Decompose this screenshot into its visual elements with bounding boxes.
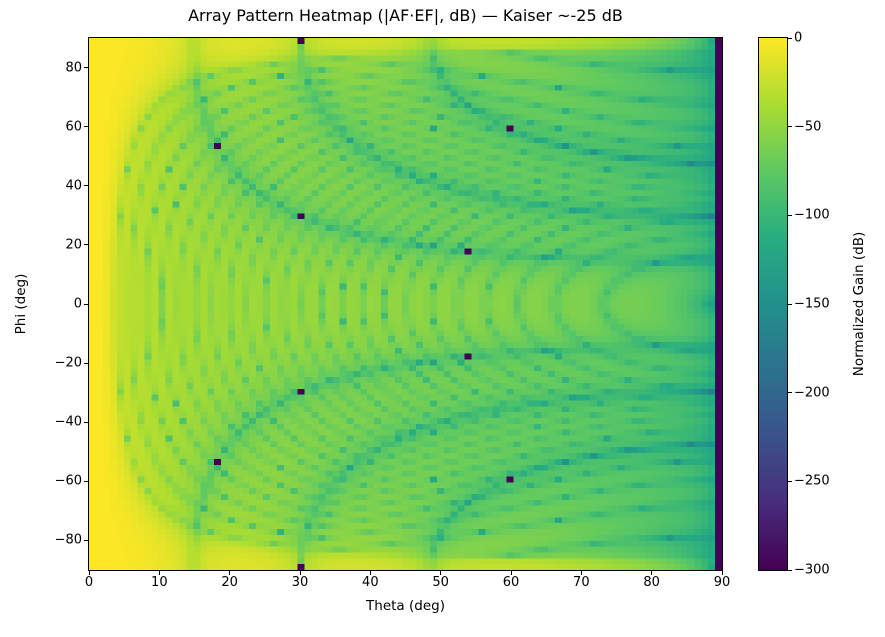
y-tick-mark--20	[84, 362, 88, 364]
y-axis-label: Phi (deg)	[13, 273, 29, 335]
y-tick-mark-80	[84, 67, 88, 69]
colorbar-canvas	[759, 38, 787, 570]
colorbar-tick-label--300: −300	[794, 562, 830, 578]
y-tick-mark--40	[84, 421, 88, 423]
heatmap-canvas	[89, 38, 722, 570]
x-tick-label-70: 70	[573, 575, 590, 590]
x-tick-label-10: 10	[151, 575, 168, 590]
colorbar	[758, 37, 788, 571]
y-tick-label--60: −60	[54, 473, 82, 489]
colorbar-tick-label--250: −250	[794, 473, 830, 489]
x-tick-label-0: 0	[84, 575, 94, 590]
y-tick-mark-0	[84, 303, 88, 305]
x-tick-label-40: 40	[362, 575, 379, 590]
y-tick-mark-20	[84, 244, 88, 246]
y-tick-label-40: 40	[65, 178, 82, 194]
x-tick-mark-70	[580, 571, 582, 575]
chart-title: Array Pattern Heatmap (|AF·EF|, dB) — Ka…	[188, 6, 623, 25]
colorbar-tick-mark--100	[788, 214, 792, 216]
plot-area	[88, 37, 723, 571]
x-tick-mark-40	[369, 571, 371, 575]
colorbar-tick-mark--250	[788, 480, 792, 482]
colorbar-tick-label--50: −50	[794, 119, 822, 135]
y-tick-label--20: −20	[54, 355, 82, 371]
y-tick-mark-60	[84, 126, 88, 128]
colorbar-tick-mark--50	[788, 126, 792, 128]
y-tick-label-0: 0	[73, 296, 82, 312]
colorbar-tick-mark-0	[788, 37, 792, 39]
x-tick-mark-50	[440, 571, 442, 575]
x-tick-label-80: 80	[643, 575, 660, 590]
x-tick-mark-10	[158, 571, 160, 575]
y-tick-label--80: −80	[54, 532, 82, 548]
y-tick-label--40: −40	[54, 414, 82, 430]
x-tick-mark-80	[651, 571, 653, 575]
x-tick-label-20: 20	[221, 575, 238, 590]
colorbar-label: Normalized Gain (dB)	[851, 231, 867, 377]
y-tick-label-80: 80	[65, 60, 82, 76]
y-tick-mark-40	[84, 185, 88, 187]
y-tick-mark--60	[84, 480, 88, 482]
x-tick-label-90: 90	[713, 575, 731, 590]
y-tick-mark--80	[84, 539, 88, 541]
colorbar-tick-label--150: −150	[794, 296, 830, 312]
x-tick-label-50: 50	[432, 575, 449, 590]
x-tick-label-30: 30	[291, 575, 309, 590]
y-tick-label-20: 20	[65, 237, 82, 253]
colorbar-tick-label-0: 0	[794, 30, 803, 46]
colorbar-tick-mark--150	[788, 303, 792, 305]
x-tick-mark-0	[88, 571, 90, 575]
x-tick-label-60: 60	[502, 575, 520, 590]
y-tick-label-60: 60	[65, 119, 82, 135]
colorbar-tick-mark--200	[788, 392, 792, 394]
x-tick-mark-90	[721, 571, 723, 575]
colorbar-tick-mark--300	[788, 569, 792, 571]
x-tick-mark-30	[299, 571, 301, 575]
colorbar-tick-label--200: −200	[794, 385, 830, 401]
x-tick-mark-60	[510, 571, 512, 575]
x-axis-label: Theta (deg)	[366, 598, 445, 614]
colorbar-tick-label--100: −100	[794, 207, 830, 223]
x-tick-mark-20	[229, 571, 231, 575]
